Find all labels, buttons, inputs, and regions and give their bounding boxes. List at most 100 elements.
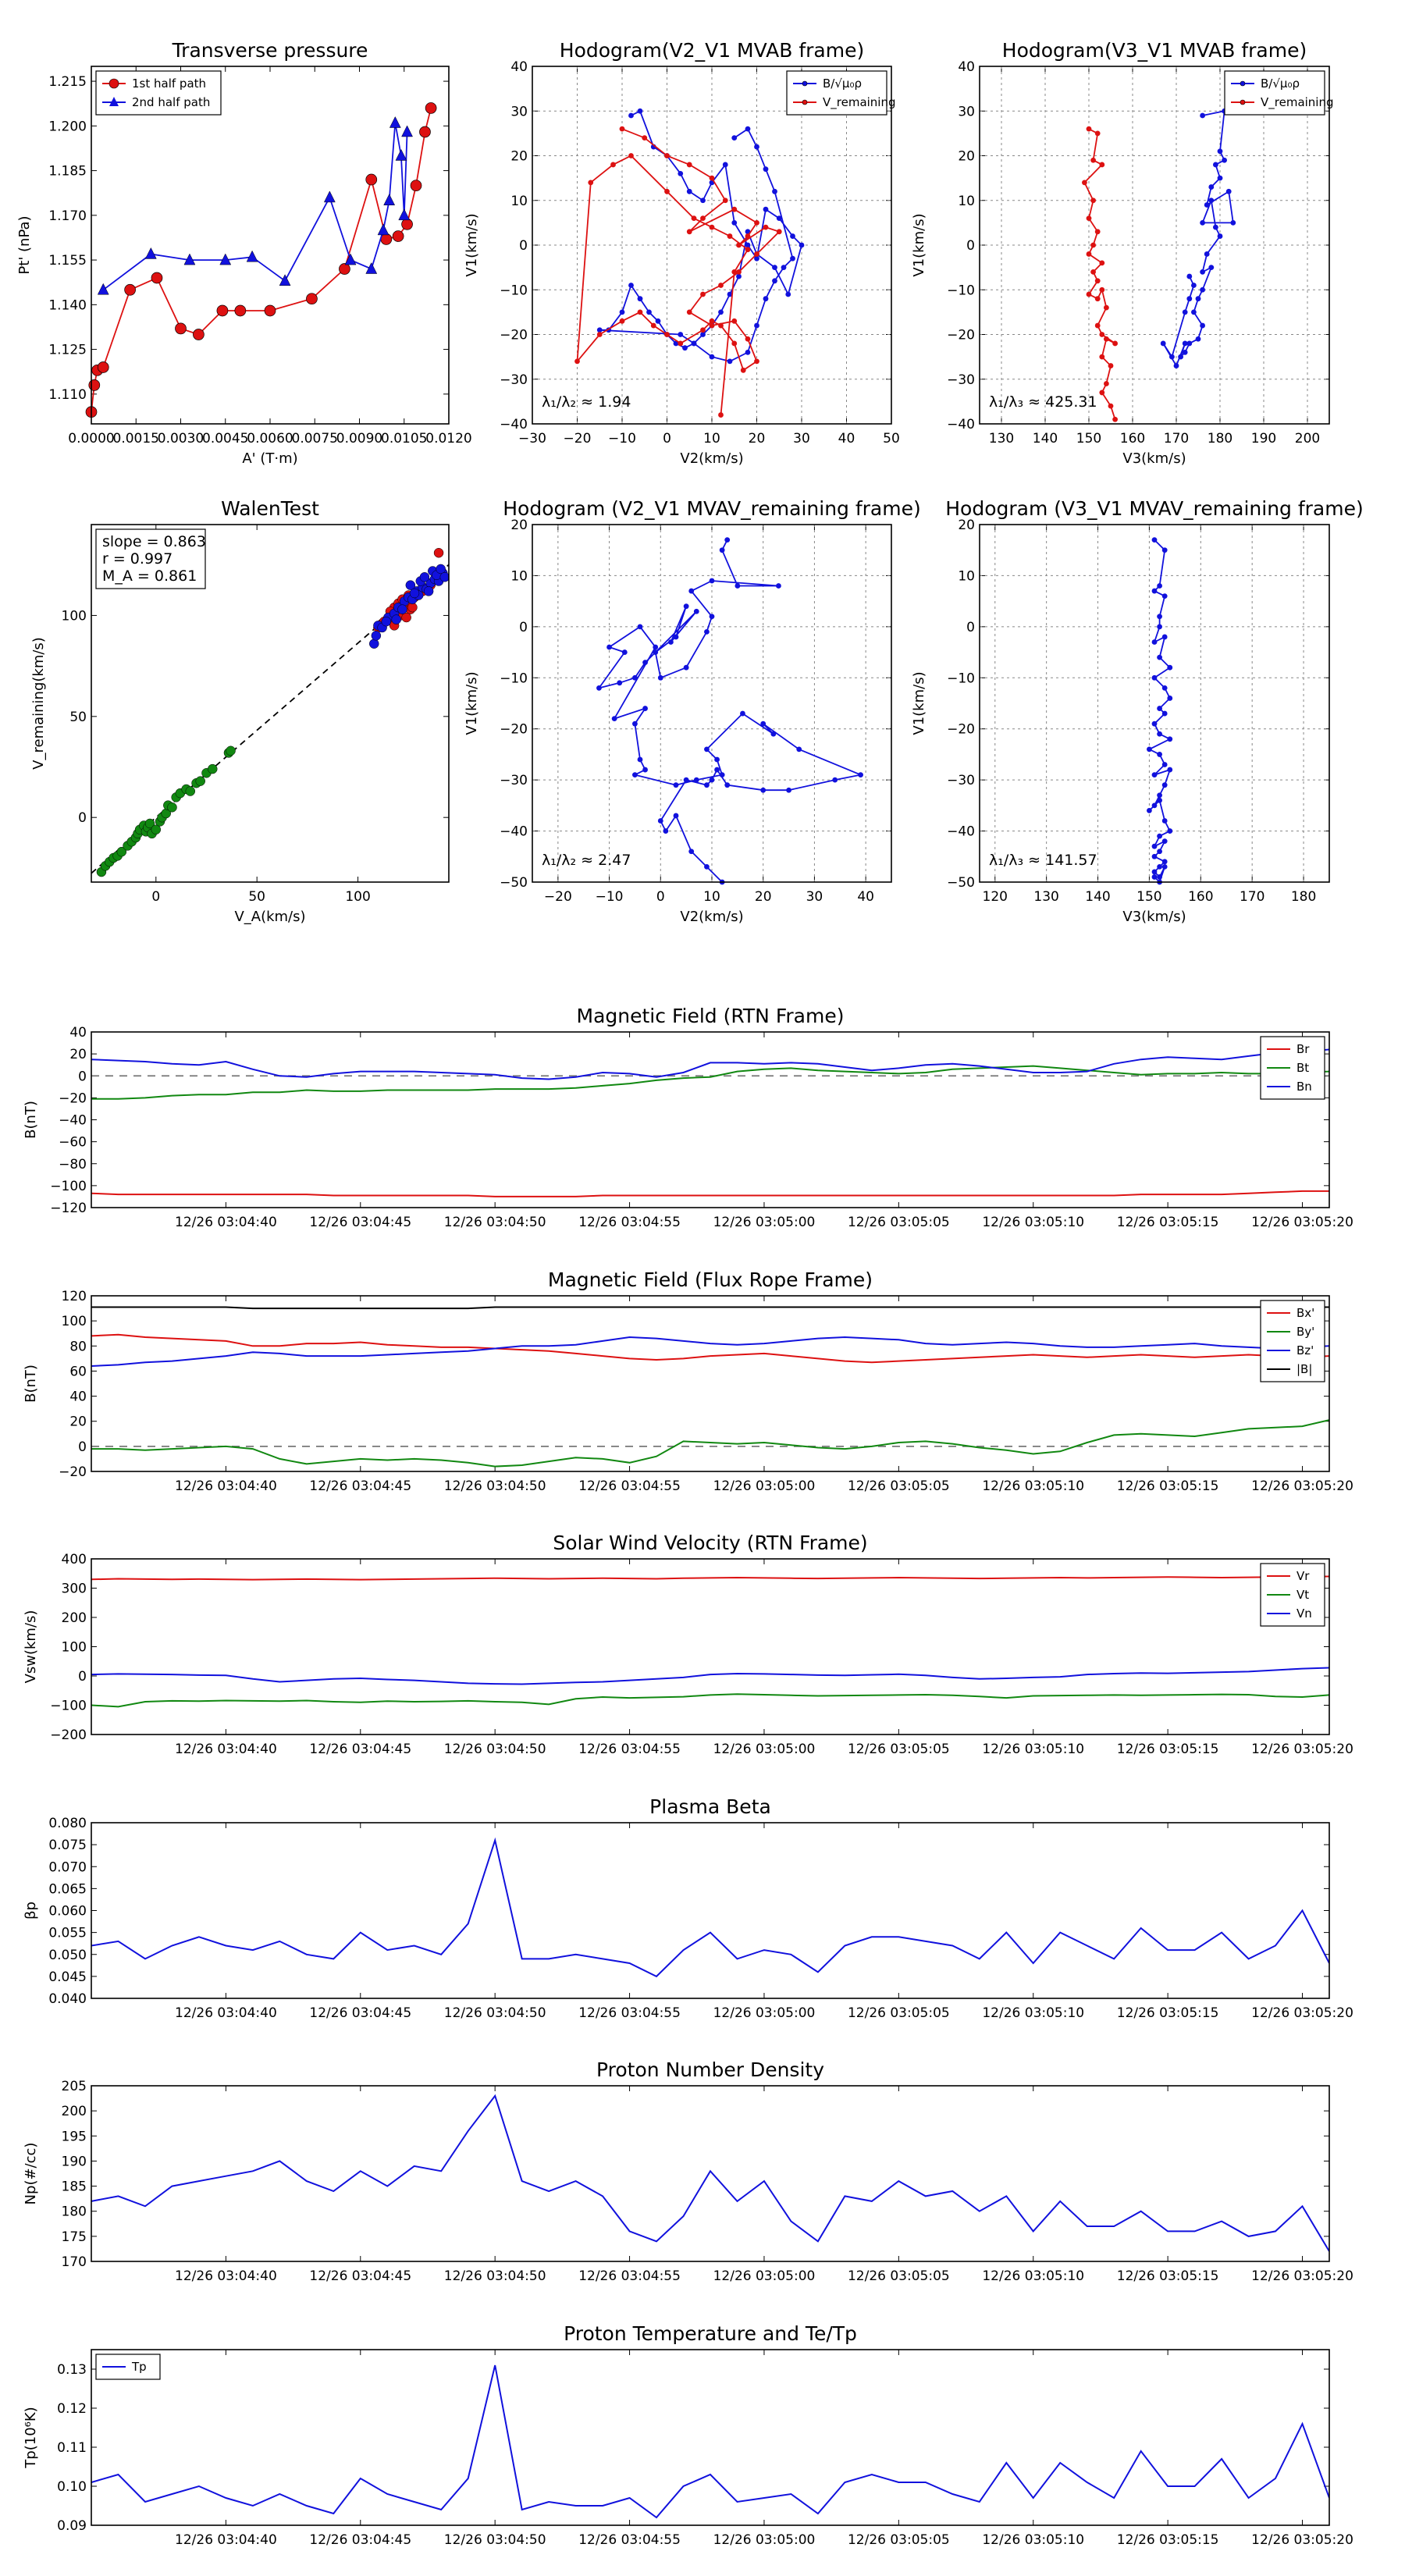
data-point bbox=[401, 612, 411, 623]
data-point bbox=[339, 263, 350, 275]
x-axis-label: V3(km/s) bbox=[1122, 450, 1186, 467]
data-point bbox=[724, 782, 731, 788]
x-tick-label: 12/26 03:05:15 bbox=[1117, 1215, 1219, 1230]
data-point bbox=[745, 336, 751, 342]
y-tick-label: 180 bbox=[62, 2204, 87, 2220]
data-point bbox=[1200, 269, 1205, 275]
data-point bbox=[637, 624, 643, 630]
data-point bbox=[1213, 224, 1218, 230]
data-point bbox=[754, 255, 759, 262]
legend-label: Vn bbox=[1297, 1606, 1312, 1621]
y-tick-label: 175 bbox=[62, 2229, 87, 2245]
data-point bbox=[1082, 180, 1087, 186]
data-point bbox=[754, 144, 759, 150]
x-tick-label: 12/26 03:05:05 bbox=[848, 1742, 950, 1757]
y-tick-label: 0 bbox=[78, 1069, 87, 1084]
data-point bbox=[1151, 674, 1158, 681]
data-point bbox=[790, 255, 795, 262]
y-tick-label: 0 bbox=[78, 1439, 87, 1455]
x-tick-label: 12/26 03:05:00 bbox=[713, 1215, 816, 1230]
data-point bbox=[700, 327, 706, 333]
data-point bbox=[1161, 818, 1168, 824]
data-point bbox=[673, 634, 679, 640]
plot-frame-3 bbox=[91, 524, 450, 883]
x-tick-label: 160 bbox=[1188, 889, 1213, 905]
data-point bbox=[668, 639, 674, 645]
chart-title: Hodogram(V2_V1 MVAB frame) bbox=[560, 39, 864, 62]
data-point bbox=[216, 304, 229, 317]
data-point bbox=[1161, 593, 1168, 599]
chart-5: Hodogram (V3_V1 MVAV_remaining frame) 120… bbox=[911, 497, 1364, 925]
x-tick-label: 12/26 03:04:55 bbox=[578, 1215, 681, 1230]
data-point bbox=[628, 283, 634, 288]
legend-marker bbox=[1240, 80, 1246, 87]
x-tick-label: 0 bbox=[656, 889, 665, 905]
data-point bbox=[763, 206, 769, 212]
y-tick-label: −40 bbox=[500, 417, 528, 432]
y-tick-label: 20 bbox=[69, 1047, 87, 1062]
y-tick-label: 0 bbox=[966, 238, 975, 254]
stats-box bbox=[95, 528, 206, 589]
y-tick-label: −30 bbox=[947, 773, 975, 788]
y-tick-label: −20 bbox=[500, 722, 528, 738]
data-point bbox=[380, 233, 393, 245]
data-point bbox=[365, 262, 378, 274]
plot-frame-6 bbox=[91, 1031, 1330, 1208]
data-point bbox=[116, 846, 127, 857]
data-point bbox=[1157, 706, 1162, 711]
data-point bbox=[745, 350, 751, 355]
data-point bbox=[1161, 762, 1168, 767]
data-point bbox=[381, 616, 392, 627]
data-point bbox=[1151, 772, 1158, 777]
x-tick-label: 12/26 03:04:55 bbox=[578, 2268, 681, 2284]
data-point bbox=[736, 242, 742, 248]
plot-frame-9 bbox=[91, 1822, 1330, 1999]
data-point bbox=[183, 253, 196, 265]
y-tick-label: 0.09 bbox=[57, 2518, 87, 2534]
x-tick-label: 0.0015 bbox=[113, 431, 159, 447]
data-point bbox=[704, 863, 710, 870]
x-tick-label: 12/26 03:05:20 bbox=[1251, 1215, 1353, 1230]
data-point bbox=[410, 180, 422, 192]
y-tick-label: 300 bbox=[62, 1582, 87, 1597]
data-point bbox=[398, 208, 411, 221]
data-point bbox=[786, 787, 791, 793]
data-point bbox=[745, 126, 751, 132]
y-tick-label: 30 bbox=[510, 104, 528, 119]
stats-line: r = 0.997 bbox=[102, 550, 173, 568]
chart-10: Proton Number Density 12/26 03:04:40 12/26… bbox=[23, 2058, 1353, 2284]
chart-7: Magnetic Field (Flux Rope Frame) 12/26 03… bbox=[23, 1268, 1353, 1494]
data-point bbox=[736, 273, 742, 279]
x-tick-label: 180 bbox=[1291, 889, 1316, 905]
x-tick-label: 12/26 03:05:05 bbox=[848, 1478, 950, 1494]
x-tick-label: 130 bbox=[989, 431, 1014, 447]
data-point bbox=[1104, 381, 1109, 386]
data-point bbox=[714, 756, 720, 763]
data-point bbox=[1157, 797, 1162, 803]
legend-label: V_remaining bbox=[1261, 95, 1334, 110]
data-point bbox=[1094, 296, 1101, 302]
data-point bbox=[1160, 340, 1166, 347]
data-point bbox=[1195, 296, 1201, 302]
data-point bbox=[1090, 157, 1096, 163]
data-point bbox=[401, 218, 413, 230]
data-point bbox=[657, 818, 663, 824]
data-point bbox=[754, 219, 759, 226]
ratio-annotation: λ₁/λ₂ ≈ 1.94 bbox=[542, 393, 631, 411]
data-point bbox=[1090, 197, 1096, 204]
y-tick-label: 170 bbox=[62, 2254, 87, 2270]
y-tick-label: −100 bbox=[50, 1179, 87, 1194]
data-point bbox=[709, 578, 715, 584]
data-point bbox=[1086, 215, 1092, 222]
data-point bbox=[1167, 828, 1173, 834]
data-point bbox=[1186, 273, 1193, 279]
data-point bbox=[772, 265, 777, 271]
data-point bbox=[790, 233, 795, 239]
data-point bbox=[1099, 162, 1105, 168]
series-line bbox=[91, 1065, 1329, 1100]
data-point bbox=[246, 250, 258, 262]
x-tick-label: 0.0000 bbox=[68, 431, 114, 447]
data-point bbox=[763, 166, 769, 173]
ratio-annotation: λ₁/λ₃ ≈ 425.31 bbox=[989, 393, 1097, 411]
y-tick-label: 50 bbox=[69, 710, 87, 725]
